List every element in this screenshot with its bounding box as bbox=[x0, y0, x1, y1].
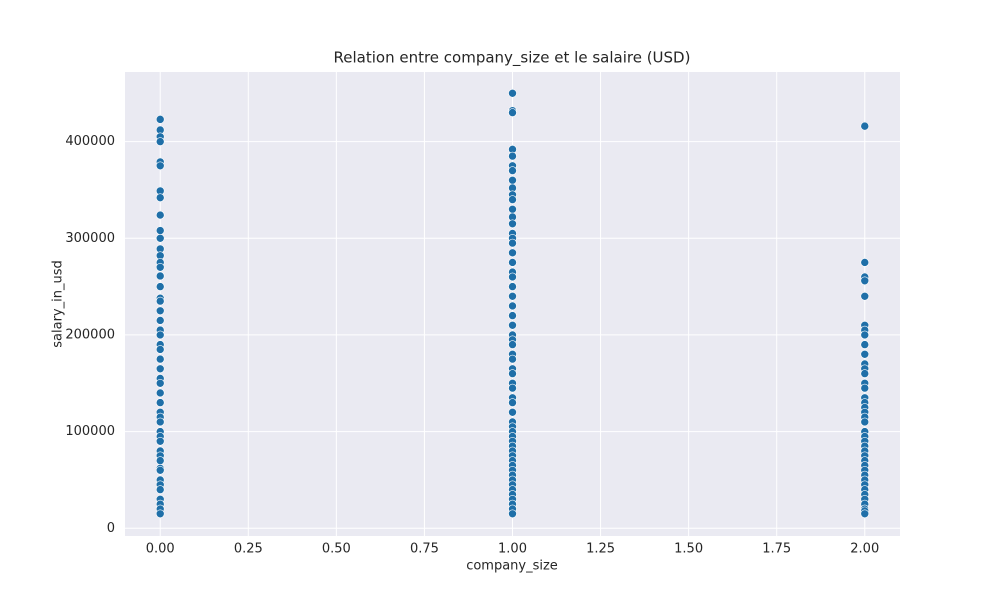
point bbox=[155, 354, 165, 364]
point bbox=[860, 509, 870, 519]
point bbox=[860, 330, 870, 340]
point bbox=[155, 456, 165, 465]
point bbox=[508, 509, 517, 519]
point bbox=[508, 238, 517, 248]
point bbox=[155, 388, 165, 398]
point bbox=[155, 398, 165, 407]
point bbox=[155, 233, 165, 243]
point bbox=[508, 88, 517, 98]
point bbox=[155, 282, 165, 291]
point bbox=[155, 115, 165, 124]
point bbox=[508, 407, 517, 417]
point bbox=[155, 378, 165, 388]
x-tick-label: 0.50 bbox=[322, 542, 351, 557]
x-tick-label: 1.75 bbox=[762, 542, 791, 557]
point bbox=[508, 195, 517, 204]
y-tick-label: 100000 bbox=[65, 424, 115, 439]
point bbox=[860, 291, 870, 301]
x-tick-label: 1.50 bbox=[674, 542, 703, 557]
point bbox=[155, 509, 165, 519]
x-tick-label: 2.00 bbox=[850, 542, 879, 557]
point bbox=[508, 340, 517, 349]
point bbox=[508, 291, 517, 301]
x-tick-label: 1.00 bbox=[498, 542, 527, 557]
point bbox=[155, 417, 165, 427]
y-axis-label: salary_in_usd bbox=[51, 260, 66, 347]
point bbox=[508, 311, 517, 320]
point bbox=[508, 354, 517, 364]
x-axis-label: company_size bbox=[466, 559, 558, 574]
point bbox=[508, 272, 517, 282]
point bbox=[155, 271, 165, 281]
point bbox=[508, 383, 517, 393]
point bbox=[155, 193, 165, 202]
point bbox=[155, 210, 165, 220]
point bbox=[860, 340, 870, 349]
point bbox=[860, 383, 870, 393]
point bbox=[155, 306, 165, 316]
point bbox=[860, 417, 870, 427]
point bbox=[155, 161, 165, 171]
point bbox=[860, 369, 870, 378]
point bbox=[860, 349, 870, 359]
point bbox=[155, 262, 165, 272]
point bbox=[508, 282, 517, 291]
point bbox=[155, 316, 165, 325]
point bbox=[155, 436, 165, 446]
point bbox=[508, 175, 517, 185]
point bbox=[508, 369, 517, 378]
point bbox=[508, 108, 517, 117]
point bbox=[508, 204, 517, 214]
point bbox=[508, 248, 517, 258]
point bbox=[508, 151, 517, 161]
point bbox=[860, 276, 870, 286]
point bbox=[155, 296, 165, 306]
point bbox=[508, 258, 517, 267]
point bbox=[155, 465, 165, 475]
y-tick-label: 400000 bbox=[65, 134, 115, 149]
x-tick-label: 0.25 bbox=[234, 542, 263, 557]
x-tick-label: 1.25 bbox=[586, 542, 615, 557]
x-tick-label: 0.75 bbox=[410, 542, 439, 557]
point bbox=[155, 226, 165, 235]
points bbox=[155, 88, 870, 519]
y-tick-label: 0 bbox=[107, 521, 115, 536]
point bbox=[508, 301, 517, 311]
y-tick-label: 300000 bbox=[65, 231, 115, 246]
x-tick-label: 0.00 bbox=[146, 542, 175, 557]
point bbox=[860, 258, 870, 267]
y-tick-label: 200000 bbox=[65, 327, 115, 342]
chart-title: Relation entre company_size et le salair… bbox=[334, 49, 691, 68]
point bbox=[155, 485, 165, 494]
point bbox=[155, 345, 165, 354]
point bbox=[508, 398, 517, 407]
point bbox=[508, 320, 517, 330]
point bbox=[860, 121, 870, 131]
point bbox=[155, 364, 165, 374]
point bbox=[508, 166, 517, 175]
point bbox=[508, 219, 517, 229]
point bbox=[155, 137, 165, 146]
point bbox=[155, 330, 165, 340]
